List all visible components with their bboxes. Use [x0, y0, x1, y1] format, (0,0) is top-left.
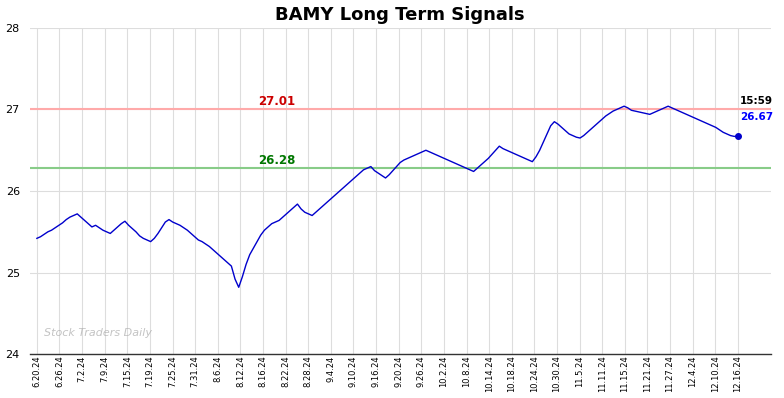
Text: 26.28: 26.28: [258, 154, 295, 167]
Title: BAMY Long Term Signals: BAMY Long Term Signals: [275, 6, 525, 23]
Text: 26.67: 26.67: [739, 112, 773, 122]
Text: 27.01: 27.01: [258, 95, 295, 107]
Text: Stock Traders Daily: Stock Traders Daily: [45, 328, 152, 338]
Text: 15:59: 15:59: [739, 96, 773, 106]
